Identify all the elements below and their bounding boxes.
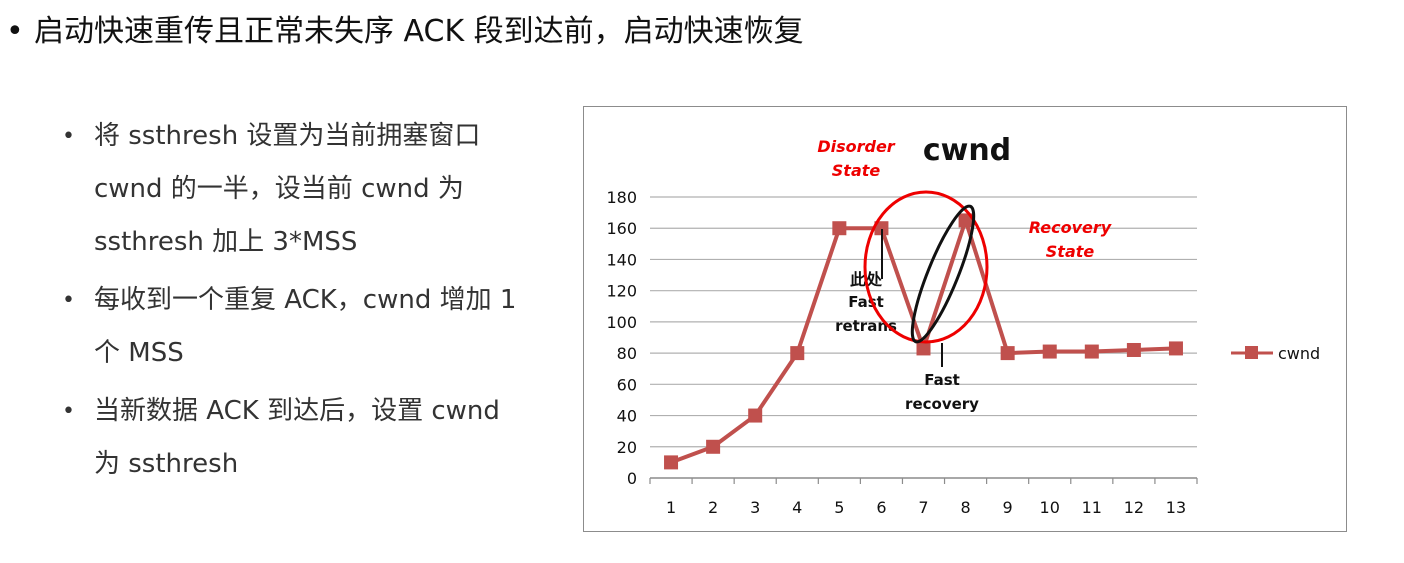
x-tick-label: 6 xyxy=(876,498,886,517)
sub-bullet-1-line-2: cwnd 的一半，设当前 cwnd 为 xyxy=(94,174,464,204)
x-tick-label: 7 xyxy=(918,498,928,517)
bullet-dot: • xyxy=(62,124,75,149)
data-point xyxy=(958,213,973,228)
data-point xyxy=(1168,341,1183,356)
sub-bullet-2-line-1: 每收到一个重复 ACK，cwnd 增加 1 xyxy=(94,285,517,315)
y-tick-label: 100 xyxy=(606,313,637,332)
data-point xyxy=(1084,344,1099,359)
y-tick-label: 120 xyxy=(606,282,637,301)
bullet-dot: • xyxy=(62,399,75,424)
y-tick-label: 40 xyxy=(617,407,637,426)
sub-bullet-1-line-3: ssthresh 加上 3*MSS xyxy=(94,227,358,257)
x-tick-label: 10 xyxy=(1040,498,1060,517)
fast-retrans-label-line-2: retrans xyxy=(835,317,897,335)
x-tick-label: 5 xyxy=(834,498,844,517)
legend-marker xyxy=(1245,346,1258,359)
data-point xyxy=(1000,346,1015,361)
y-tick-label: 20 xyxy=(617,438,637,457)
y-tick-label: 80 xyxy=(617,344,637,363)
x-tick-label: 11 xyxy=(1082,498,1102,517)
sub-bullet-3-line-2: 为 ssthresh xyxy=(94,449,239,479)
data-point xyxy=(874,221,889,236)
disorder-recovery-circle xyxy=(863,190,989,344)
sub-bullet-3-line-1: 当新数据 ACK 到达后，设置 cwnd xyxy=(94,396,500,426)
data-point xyxy=(664,455,679,470)
x-tick-label: 12 xyxy=(1124,498,1144,517)
sub-bullet-2-line-2: 个 MSS xyxy=(94,338,184,368)
sub-bullet-list: • 将 ssthresh 设置为当前拥塞窗口 cwnd 的一半，设当前 cwnd… xyxy=(62,110,562,496)
y-tick-label: 140 xyxy=(606,250,637,269)
recovery-label-line-1: Recovery xyxy=(1029,218,1112,237)
x-tick-label: 8 xyxy=(960,498,970,517)
x-tick-label: 1 xyxy=(666,498,676,517)
fast-recovery-label-line-2: recovery xyxy=(905,395,979,413)
x-tick-label: 4 xyxy=(792,498,802,517)
fast-recovery-ellipse xyxy=(910,204,976,344)
x-tick-label: 3 xyxy=(750,498,760,517)
main-bullet-text: 启动快速重传且正常未失序 ACK 段到达前，启动快速恢复 xyxy=(34,14,804,49)
y-tick-label: 160 xyxy=(606,219,637,238)
sub-bullet-3: • 当新数据 ACK 到达后，设置 cwnd 为 ssthresh xyxy=(62,385,562,491)
chart-frame: 0 20 40 60 80 100 120 140 160 180 1 2 3 4 5 6 7 8 9 10 11 12 1… xyxy=(583,106,1347,532)
chart-title: cwnd xyxy=(923,133,1011,168)
main-bullet: • 启动快速重传且正常未失序 ACK 段到达前，启动快速恢复 xyxy=(6,10,804,54)
bullet-dot: • xyxy=(62,288,75,313)
data-point xyxy=(706,439,721,454)
y-tick-label: 0 xyxy=(627,469,637,488)
bullet-dot: • xyxy=(6,14,24,49)
data-point xyxy=(832,221,847,236)
data-point xyxy=(748,408,763,423)
data-point xyxy=(790,346,805,361)
recovery-label-line-2: State xyxy=(1046,242,1095,261)
data-point xyxy=(1126,342,1141,357)
legend-label: cwnd xyxy=(1278,344,1320,363)
disorder-label-line-1: Disorder xyxy=(817,137,895,156)
x-tick-label: 2 xyxy=(708,498,718,517)
data-point xyxy=(916,341,931,356)
sub-bullet-1-line-1: 将 ssthresh 设置为当前拥塞窗口 xyxy=(94,121,481,151)
fast-retrans-label-line-1: Fast xyxy=(848,293,884,311)
sub-bullet-1: • 将 ssthresh 设置为当前拥塞窗口 cwnd 的一半，设当前 cwnd… xyxy=(62,110,562,269)
grid-layer xyxy=(650,196,1197,448)
fast-recovery-label-line-1: Fast xyxy=(924,371,960,389)
x-tick-label: 13 xyxy=(1166,498,1186,517)
disorder-label-line-2: State xyxy=(832,161,881,180)
sub-bullet-2: • 每收到一个重复 ACK，cwnd 增加 1 个 MSS xyxy=(62,274,562,380)
y-tick-label: 60 xyxy=(617,375,637,394)
data-point xyxy=(1042,344,1057,359)
marker-layer xyxy=(664,213,1183,470)
x-tick-label: 9 xyxy=(1003,498,1013,517)
y-tick-label: 180 xyxy=(606,188,637,207)
